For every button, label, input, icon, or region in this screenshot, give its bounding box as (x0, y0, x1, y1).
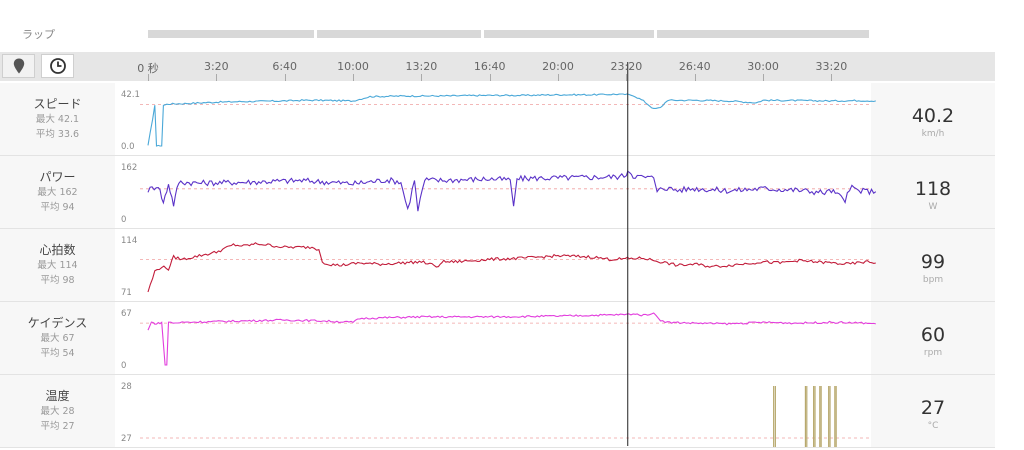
series-line-power (147, 170, 877, 212)
metric-max: 最大 67 (40, 333, 75, 344)
metric-label-power: パワー 最大 162 平均 94 (0, 156, 115, 228)
lap-segment-4[interactable] (656, 30, 869, 38)
time-axis-tick-label: 20:00 (542, 60, 574, 73)
metric-title: 心拍数 (39, 243, 76, 257)
metric-label-cadence: ケイデンス 最大 67 平均 54 (0, 302, 115, 374)
chart-area-cadence[interactable] (115, 302, 871, 374)
series-line-speed (147, 93, 876, 147)
row-divider (0, 155, 995, 156)
clock-icon (49, 58, 66, 74)
lap-segment-1[interactable] (148, 30, 315, 38)
series-line-cadence (147, 312, 876, 366)
y-axis-min-label: 0 (121, 361, 126, 371)
metric-unit: rpm (923, 348, 943, 358)
lap-label: ラップ (22, 28, 55, 41)
y-axis-min-label: 0 (121, 215, 126, 225)
y-axis-min-label: 27 (121, 434, 132, 444)
metric-unit: W (928, 202, 938, 212)
metric-avg: 平均 27 (40, 421, 75, 432)
time-axis-tick-mark (284, 74, 286, 81)
time-axis-tick-mark (216, 74, 218, 81)
time-axis-tick-label: 30:00 (747, 60, 779, 73)
lap-segment-2[interactable] (317, 30, 481, 38)
y-axis-min-label: 71 (121, 288, 132, 298)
time-axis-toolbar: 0 秒 3:20 6:40 10:00 13:20 16:40 20:00 23:20 26:4… (0, 52, 995, 81)
y-axis-min-label: 0.0 (121, 142, 135, 152)
time-axis-tick-mark (148, 74, 149, 81)
y-axis-max-label: 162 (121, 163, 137, 173)
chart-area-temperature[interactable] (115, 375, 871, 447)
y-axis-max-label: 114 (121, 236, 137, 246)
metric-current-power: 118 W (871, 156, 995, 228)
metric-label-speed: スピード 最大 42.1 平均 33.6 (0, 83, 115, 155)
time-axis-tick-mark (694, 74, 696, 81)
metric-title: スピード (33, 97, 82, 111)
time-axis-tick-mark (763, 74, 765, 81)
metric-label-heart_rate: 心拍数 最大 114 平均 98 (0, 229, 115, 301)
map-view-button[interactable] (2, 54, 35, 78)
row-divider (0, 447, 995, 448)
metric-unit: bpm (922, 275, 944, 285)
metric-max: 最大 162 (37, 187, 78, 198)
row-divider (0, 228, 995, 229)
chart-area-heart_rate[interactable] (115, 229, 871, 301)
time-view-button[interactable] (41, 54, 74, 78)
metric-current-heart_rate: 99 bpm (871, 229, 995, 301)
row-divider (0, 301, 995, 302)
metric-unit: °C (927, 421, 939, 431)
lap-segment-3[interactable] (483, 30, 655, 38)
metric-current-value: 60 (920, 324, 946, 346)
metric-avg: 平均 94 (40, 202, 75, 213)
metric-max: 最大 42.1 (35, 114, 80, 125)
metric-title: パワー (39, 170, 76, 184)
metric-current-speed: 40.2 km/h (871, 83, 995, 155)
metric-current-cadence: 60 rpm (871, 302, 995, 374)
time-axis-tick-mark (558, 74, 560, 81)
time-axis-tick-label: 0 秒 (137, 62, 159, 75)
time-axis-tick-label: 6:40 (272, 60, 298, 73)
metric-avg: 平均 33.6 (35, 129, 80, 140)
metric-current-temperature: 27 °C (871, 375, 995, 447)
chart-area-power[interactable] (115, 156, 871, 228)
row-divider (0, 374, 995, 375)
metric-max: 最大 28 (40, 406, 75, 417)
time-axis-tick-label: 16:40 (473, 60, 506, 73)
time-axis-tick-mark (353, 74, 355, 81)
y-axis-max-label: 28 (121, 382, 132, 392)
time-axis-tick-label: 13:20 (405, 60, 438, 73)
metric-avg: 平均 98 (40, 275, 75, 286)
metric-current-value: 118 (914, 178, 952, 200)
time-axis-tick-label: 26:40 (678, 60, 711, 73)
time-axis-tick-label: 33:20 (815, 60, 848, 73)
time-axis-tick-label: 10:00 (337, 60, 369, 73)
time-axis-tick-mark (421, 74, 423, 81)
metric-label-temperature: 温度 最大 28 平均 27 (0, 375, 115, 447)
time-axis-tick-mark (626, 74, 628, 81)
time-axis-tick-label: 23:20 (610, 60, 643, 73)
time-axis-tick-label: 3:20 (203, 60, 229, 73)
metric-title: 温度 (45, 389, 70, 403)
metric-title: ケイデンス (27, 316, 88, 330)
map-pin-icon (13, 58, 24, 74)
time-axis-tick-mark (489, 74, 491, 81)
metric-current-value: 27 (920, 397, 946, 419)
y-axis-max-label: 67 (121, 309, 132, 319)
metric-current-value: 99 (920, 251, 946, 273)
y-axis-max-label: 42.1 (121, 90, 140, 100)
series-line-heart_rate (147, 242, 876, 293)
metric-current-value: 40.2 (911, 105, 955, 127)
time-axis-tick-mark (831, 74, 833, 81)
metric-max: 最大 114 (37, 260, 78, 271)
metric-avg: 平均 54 (40, 348, 75, 359)
metric-unit: km/h (921, 129, 945, 139)
